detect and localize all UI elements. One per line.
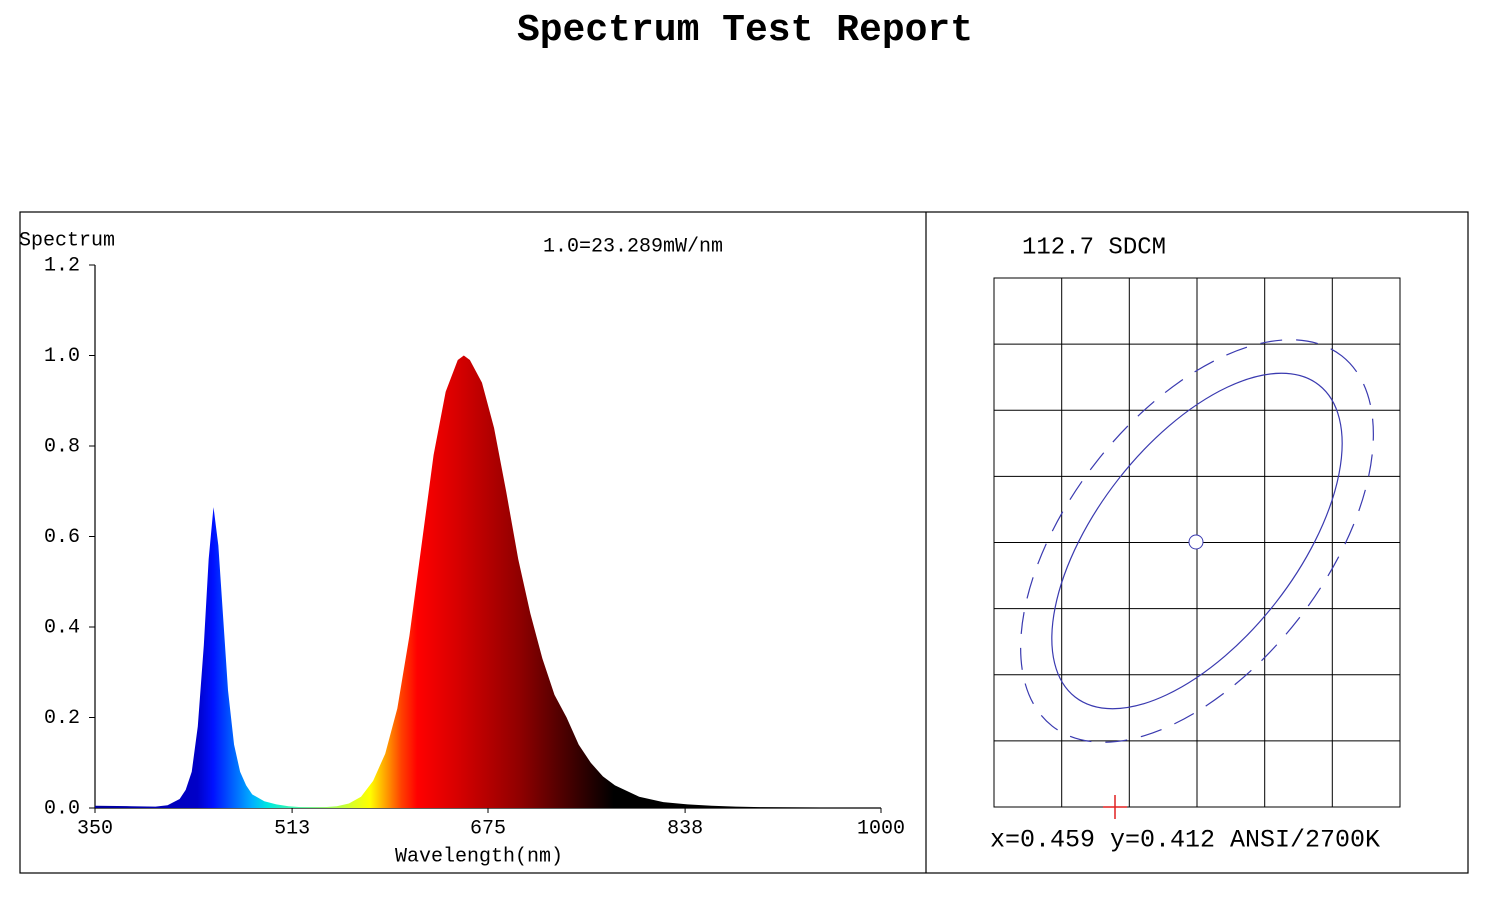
coordinates: x=0.459 y=0.412 ANSI/2700K [990,826,1380,855]
x-tick-label: 350 [77,817,113,840]
y-tick-label: 1.0 [44,345,80,368]
y-tick-label: 0.2 [44,707,80,730]
x-tick-label: 1000 [857,817,905,840]
sdcm-grid [994,278,1400,807]
sdcm-diagram: 112.7 SDCM x=0.459 y=0.412 ANSI/2700K [990,234,1401,855]
y-tick-label: 1.2 [44,254,80,277]
sdcm-ellipse [1051,372,1343,710]
x-axis-label: Wavelength(nm) [395,845,563,868]
y-axis-label: Spectrum [19,229,115,252]
measured-point [1103,795,1127,819]
y-tick-label: 0.4 [44,616,80,639]
x-tick-label: 513 [274,817,310,840]
annotation: 1.0=23.289mW/nm [543,235,723,258]
sdcm-ellipse-outer [1020,339,1374,743]
y-tick-label: 0.6 [44,526,80,549]
x-tick-label: 838 [667,817,703,840]
frame [19,211,1469,874]
y-tick-label: 0.8 [44,435,80,458]
report-title: Spectrum Test Report [517,9,973,52]
y-tick-label: 0.0 [44,797,80,820]
center-point [1188,534,1204,550]
spectrum-area [95,355,881,808]
sdcm-title: 112.7 SDCM [1022,234,1166,261]
x-tick-label: 675 [470,817,506,840]
